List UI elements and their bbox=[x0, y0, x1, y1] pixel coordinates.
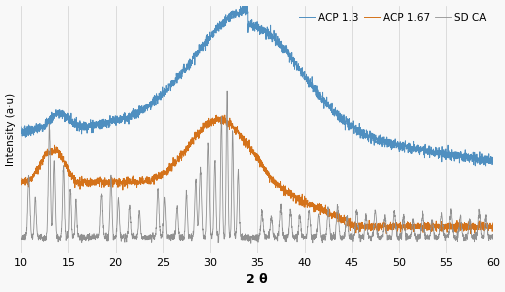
ACP 1.67 bbox=[480, 229, 486, 232]
SD CA bbox=[224, 89, 230, 93]
SD CA bbox=[72, 218, 78, 221]
ACP 1.3 bbox=[489, 159, 495, 162]
ACP 1.3 bbox=[430, 147, 436, 151]
ACP 1.3 bbox=[18, 125, 24, 129]
SD CA bbox=[219, 199, 225, 203]
ACP 1.67 bbox=[221, 113, 227, 117]
SD CA bbox=[430, 228, 436, 232]
ACP 1.3 bbox=[72, 126, 78, 129]
Y-axis label: Intensity (a·u): Intensity (a·u) bbox=[6, 93, 16, 166]
SD CA bbox=[489, 236, 495, 239]
ACP 1.3 bbox=[243, 0, 249, 4]
SD CA bbox=[247, 241, 254, 245]
Line: ACP 1.67: ACP 1.67 bbox=[21, 115, 492, 234]
Line: ACP 1.3: ACP 1.3 bbox=[21, 2, 492, 166]
Legend: ACP 1.3, ACP 1.67, SD CA: ACP 1.3, ACP 1.67, SD CA bbox=[297, 11, 487, 25]
ACP 1.67 bbox=[100, 183, 106, 186]
SD CA bbox=[100, 222, 106, 225]
SD CA bbox=[480, 227, 486, 231]
ACP 1.3 bbox=[199, 44, 205, 48]
ACP 1.67 bbox=[199, 128, 205, 131]
X-axis label: 2 θ: 2 θ bbox=[246, 273, 268, 286]
ACP 1.67 bbox=[430, 227, 436, 231]
ACP 1.67 bbox=[18, 177, 24, 180]
SD CA bbox=[18, 237, 24, 241]
Line: SD CA: SD CA bbox=[21, 91, 492, 243]
ACP 1.3 bbox=[480, 154, 486, 158]
ACP 1.67 bbox=[72, 180, 78, 184]
ACP 1.67 bbox=[489, 221, 495, 224]
SD CA bbox=[199, 216, 205, 219]
ACP 1.67 bbox=[219, 116, 225, 119]
ACP 1.67 bbox=[467, 232, 473, 235]
ACP 1.3 bbox=[482, 164, 488, 168]
ACP 1.3 bbox=[219, 18, 225, 22]
ACP 1.3 bbox=[100, 125, 106, 129]
